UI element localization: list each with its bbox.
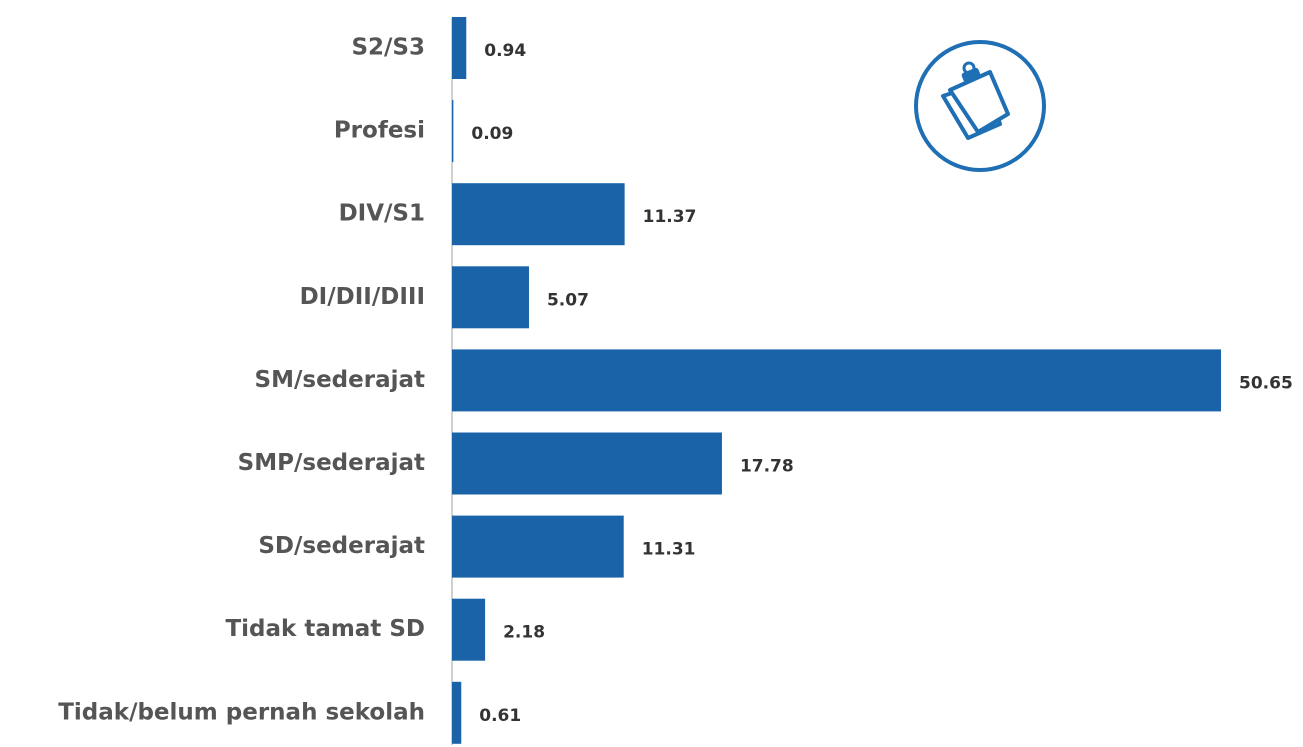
category-label: DI/DII/DIII (300, 284, 425, 310)
value-label: 2.18 (503, 623, 545, 643)
bar (452, 681, 462, 744)
bar (452, 349, 1221, 412)
value-label: 11.31 (642, 540, 696, 560)
category-label: Tidak tamat SD (225, 616, 425, 642)
category-label: Tidak/belum pernah sekolah (58, 699, 425, 725)
category-label: SMP/sederajat (238, 450, 425, 476)
bar (452, 432, 722, 495)
bar (452, 17, 467, 79)
bar (452, 100, 454, 163)
value-label: 17.78 (740, 457, 794, 477)
category-label: SM/sederajat (255, 367, 425, 393)
value-label: 11.37 (643, 207, 697, 227)
category-label: SD/sederajat (258, 533, 425, 559)
bar (452, 515, 624, 578)
bar (452, 266, 529, 329)
category-label: S2/S3 (351, 35, 425, 61)
value-label: 5.07 (547, 290, 589, 310)
value-label: 50.65 (1239, 373, 1293, 393)
value-label: 0.94 (484, 41, 526, 61)
bar (452, 598, 486, 661)
bar (452, 183, 625, 246)
value-label: 0.09 (471, 124, 513, 144)
category-label: DIV/S1 (339, 201, 425, 227)
category-label: Profesi (334, 118, 425, 144)
value-label: 0.61 (479, 706, 521, 726)
clipboard-icon (914, 40, 1046, 172)
